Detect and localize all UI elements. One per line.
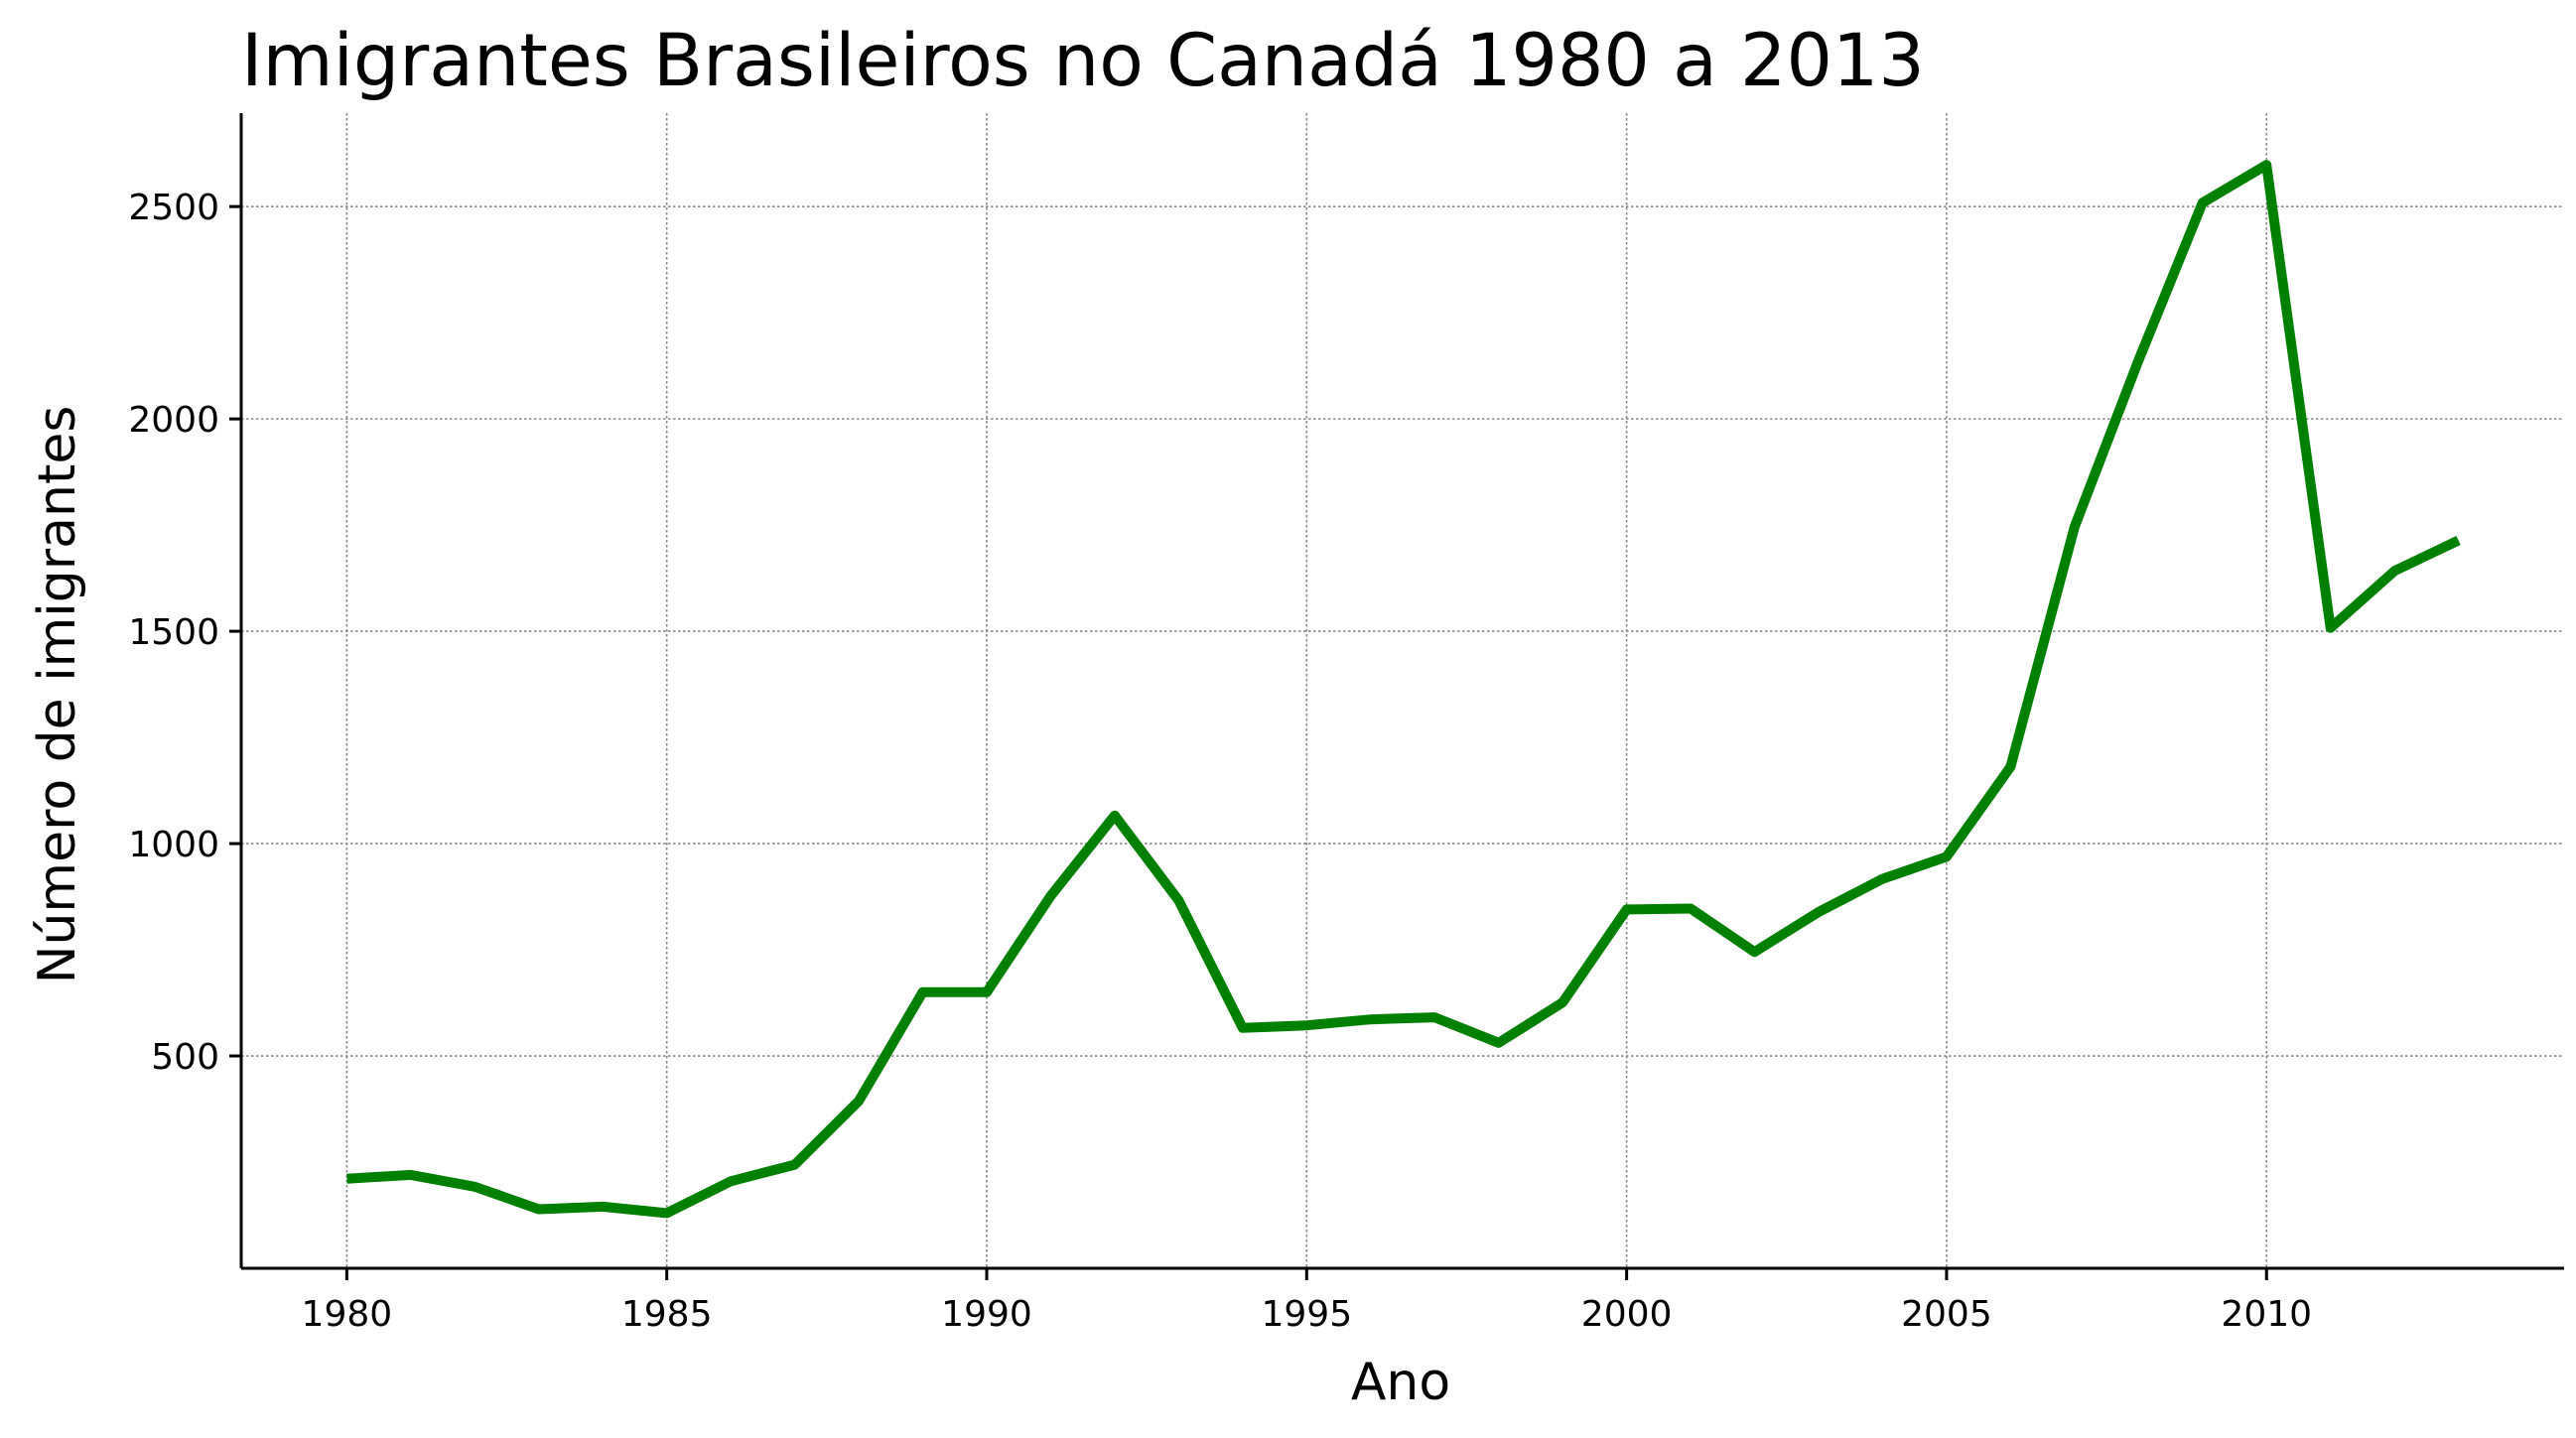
series-layer	[346, 160, 2461, 1219]
y-tick-label-1000: 1000	[128, 825, 219, 865]
y-tick-label-2000: 2000	[128, 400, 219, 441]
y-axis-label: Número de imigrantes	[28, 406, 87, 984]
chart-title: Imigrantes Brasileiros no Canadá 1980 a …	[241, 19, 1925, 103]
axis-ticks: 1980 1985 1990 1995 2000 2005 2010 500 1000 1500 2…	[128, 188, 2312, 1335]
x-tick-label-1990: 1990	[941, 1294, 1032, 1335]
x-tick-label-2005: 2005	[1901, 1294, 1992, 1335]
y-tick-label-1500: 1500	[128, 612, 219, 653]
x-tick-label-1980: 1980	[302, 1294, 393, 1335]
x-axis-label: Ano	[1351, 1353, 1450, 1412]
grid	[241, 113, 2564, 1268]
y-tick-label-2500: 2500	[128, 188, 219, 228]
axes-spines	[239, 113, 2564, 1270]
y-tick-label-500: 500	[151, 1037, 219, 1078]
x-tick-label-1985: 1985	[621, 1294, 713, 1335]
x-tick-label-2010: 2010	[2221, 1294, 2312, 1335]
x-tick-label-2000: 2000	[1581, 1294, 1673, 1335]
x-tick-label-1995: 1995	[1261, 1294, 1352, 1335]
series-line-0	[346, 160, 2461, 1219]
